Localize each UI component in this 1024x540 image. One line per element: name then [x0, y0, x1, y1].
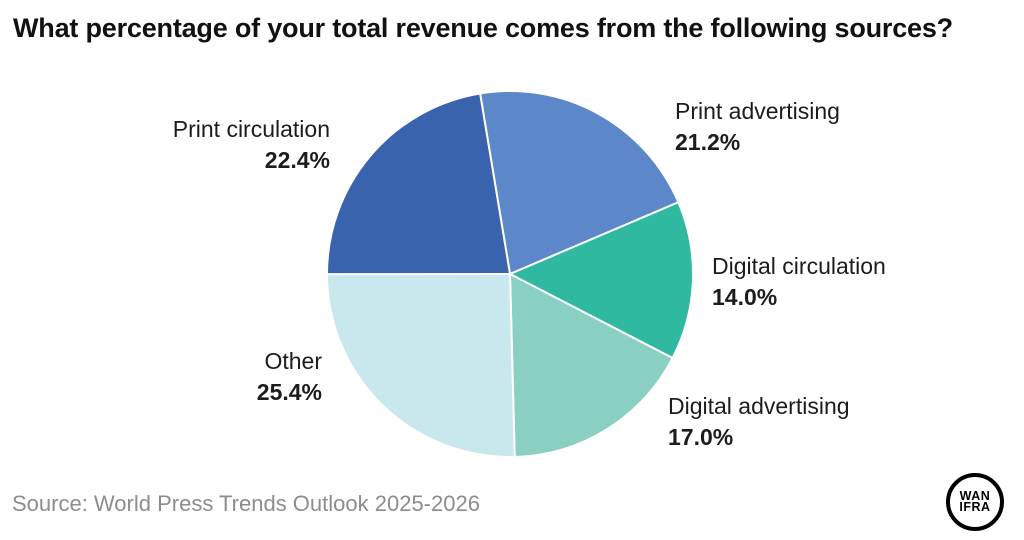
- label-digital-circulation: Digital circulation 14.0%: [712, 251, 886, 313]
- label-print-circulation: Print circulation 22.4%: [173, 114, 330, 176]
- slice-label: Print advertising: [675, 98, 840, 124]
- pie-slice-digital-circulation: [509, 201, 694, 359]
- slice-value: 25.4%: [256, 379, 322, 405]
- label-print-advertising: Print advertising 21.2%: [675, 96, 840, 158]
- pie-slice-print-advertising: [479, 90, 680, 275]
- pie-slice-digital-advertising: [509, 273, 674, 458]
- slice-label: Print circulation: [172, 116, 330, 142]
- wan-ifra-logo: WAN IFRA: [946, 473, 1004, 531]
- label-other: Other 25.4%: [257, 346, 322, 408]
- slice-label: Other: [264, 348, 322, 374]
- slice-label: Digital circulation: [712, 253, 886, 279]
- pie-slice-print-circulation: [326, 92, 511, 276]
- logo-text-line2: IFRA: [959, 500, 991, 514]
- pie-slice-other: [326, 273, 516, 458]
- chart-title: What percentage of your total revenue co…: [13, 13, 953, 43]
- logo-text-line1: WAN: [959, 488, 991, 503]
- slice-value: 14.0%: [712, 284, 778, 310]
- slice-value: 22.4%: [264, 147, 330, 173]
- slice-value: 17.0%: [668, 424, 734, 450]
- slice-label: Digital advertising: [668, 393, 850, 419]
- label-digital-advertising: Digital advertising 17.0%: [668, 391, 850, 453]
- source-attribution: Source: World Press Trends Outlook 2025-…: [12, 491, 480, 516]
- slice-value: 21.2%: [675, 129, 741, 155]
